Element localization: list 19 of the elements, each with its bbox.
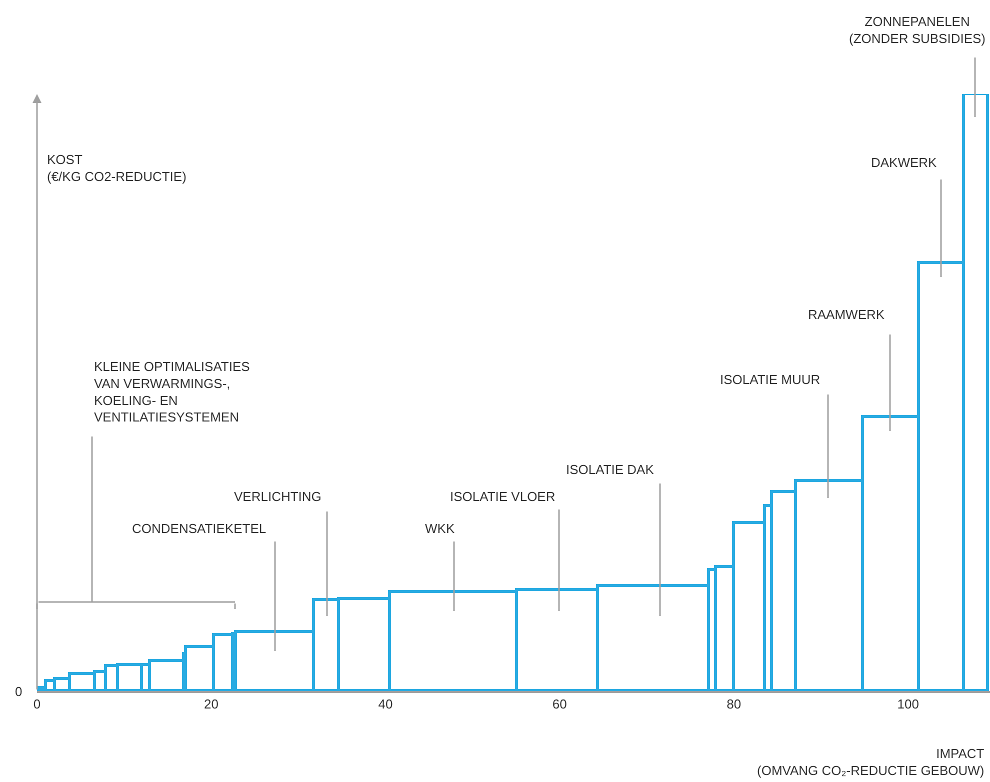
x-tick-label: 0: [33, 696, 41, 712]
annotation: VERLICHTING: [234, 489, 322, 504]
annotation: DAKWERK: [871, 155, 938, 170]
annotation: WKK: [425, 521, 455, 536]
annotation: RAAMWERK: [808, 307, 885, 322]
annotation: CONDENSATIEKETEL: [132, 521, 266, 536]
x-tick-label: 40: [378, 696, 393, 712]
annotation: ISOLATIE VLOER: [450, 489, 556, 504]
annotation: ISOLATIE MUUR: [720, 372, 820, 387]
x-tick-label: 100: [897, 696, 919, 712]
y-axis-title: KOST (€/KG CO2-REDUCTIE): [47, 152, 186, 184]
x-tick-label: 60: [552, 696, 567, 712]
x-tick-label: 80: [726, 696, 742, 712]
annotation: KLEINE OPTIMALISATIES VAN VERWARMINGS-, KOELING- EN VENTILATIESYSTEMEN: [94, 359, 250, 425]
text: 0: [15, 684, 22, 699]
annotation: ISOLATIE DAK: [566, 462, 654, 477]
x-axis-title: IMPACT (OMVANG CO₂-REDUCTIE GEBOUW): [757, 746, 984, 778]
text: ZONNEPANELEN (ZONDER SUBSIDIES): [849, 14, 986, 46]
x-tick-label: 20: [204, 696, 218, 712]
